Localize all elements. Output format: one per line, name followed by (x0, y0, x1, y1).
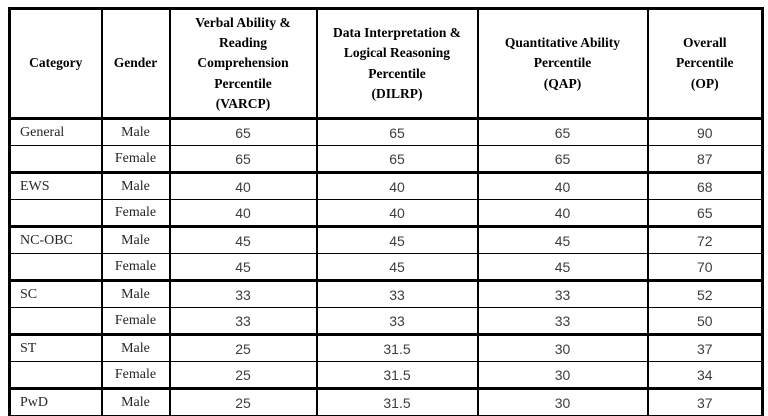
op-cell: 52 (646, 279, 763, 308)
gender-cell: Female (100, 253, 170, 281)
dilrp-cell: 65 (315, 117, 478, 146)
header-qap: Quantitative Ability Percentile (QAP) (476, 8, 648, 120)
header-gender: Gender (100, 8, 170, 120)
cutoff-table: Category Gender Verbal Ability & Reading… (8, 7, 764, 416)
qap-cell: 33 (476, 307, 648, 335)
table-row: Female 33 33 33 50 (9, 307, 763, 335)
category-cell: ST (9, 333, 102, 362)
op-cell: 65 (646, 199, 763, 227)
category-cell (9, 307, 102, 335)
gender-cell: Female (100, 361, 170, 389)
qap-cell: 33 (476, 279, 648, 308)
gender-cell: Male (100, 117, 170, 146)
category-cell (9, 253, 102, 281)
qap-cell: 40 (476, 171, 648, 200)
varcp-cell: 65 (168, 117, 317, 146)
dilrp-cell: 65 (315, 145, 478, 173)
op-cell: 72 (646, 225, 763, 254)
varcp-cell: 25 (168, 387, 317, 416)
dilrp-cell: 31.5 (315, 387, 478, 416)
qap-cell: 45 (476, 225, 648, 254)
dilrp-cell: 40 (315, 171, 478, 200)
qap-cell: 45 (476, 253, 648, 281)
op-cell: 34 (646, 361, 763, 389)
op-cell: 68 (646, 171, 763, 200)
table-row: Female 40 40 40 65 (9, 199, 763, 227)
qap-cell: 30 (476, 361, 648, 389)
table-row: Female 65 65 65 87 (9, 145, 763, 173)
table-row: General Male 65 65 65 90 (9, 117, 763, 146)
table-row: ST Male 25 31.5 30 37 (9, 333, 763, 362)
gender-cell: Male (100, 279, 170, 308)
dilrp-cell: 31.5 (315, 361, 478, 389)
header-row: Category Gender Verbal Ability & Reading… (9, 8, 763, 120)
gender-cell: Male (100, 225, 170, 254)
gender-cell: Male (100, 387, 170, 416)
gender-cell: Female (100, 307, 170, 335)
category-cell: EWS (9, 171, 102, 200)
dilrp-cell: 45 (315, 225, 478, 254)
op-cell: 70 (646, 253, 763, 281)
dilrp-cell: 33 (315, 279, 478, 308)
op-cell: 90 (646, 117, 763, 146)
gender-cell: Female (100, 145, 170, 173)
varcp-cell: 65 (168, 145, 317, 173)
table-row: NC-OBC Male 45 45 45 72 (9, 225, 763, 254)
table-row: SC Male 33 33 33 52 (9, 279, 763, 308)
varcp-cell: 40 (168, 171, 317, 200)
op-cell: 87 (646, 145, 763, 173)
category-cell: SC (9, 279, 102, 308)
table-row: EWS Male 40 40 40 68 (9, 171, 763, 200)
header-dilrp: Data Interpretation & Logical Reasoning … (315, 8, 478, 120)
category-cell: PwD (9, 387, 102, 416)
table-row: Female 25 31.5 30 34 (9, 361, 763, 389)
varcp-cell: 33 (168, 279, 317, 308)
dilrp-cell: 45 (315, 253, 478, 281)
header-op: Overall Percentile (OP) (646, 8, 763, 120)
dilrp-cell: 40 (315, 199, 478, 227)
category-cell: NC-OBC (9, 225, 102, 254)
qap-cell: 30 (476, 333, 648, 362)
varcp-cell: 40 (168, 199, 317, 227)
varcp-cell: 45 (168, 225, 317, 254)
varcp-cell: 25 (168, 333, 317, 362)
op-cell: 37 (646, 387, 763, 416)
dilrp-cell: 31.5 (315, 333, 478, 362)
varcp-cell: 33 (168, 307, 317, 335)
gender-cell: Male (100, 333, 170, 362)
qap-cell: 30 (476, 387, 648, 416)
qap-cell: 65 (476, 117, 648, 146)
dilrp-cell: 33 (315, 307, 478, 335)
qap-cell: 40 (476, 199, 648, 227)
category-cell: General (9, 117, 102, 146)
op-cell: 37 (646, 333, 763, 362)
category-cell (9, 361, 102, 389)
header-category: Category (9, 8, 102, 120)
op-cell: 50 (646, 307, 763, 335)
table-row: PwD Male 25 31.5 30 37 (9, 387, 763, 416)
category-cell (9, 145, 102, 173)
table-row: Female 45 45 45 70 (9, 253, 763, 281)
varcp-cell: 45 (168, 253, 317, 281)
category-cell (9, 199, 102, 227)
varcp-cell: 25 (168, 361, 317, 389)
gender-cell: Male (100, 171, 170, 200)
gender-cell: Female (100, 199, 170, 227)
header-varcp: Verbal Ability & Reading Comprehension P… (168, 8, 317, 120)
qap-cell: 65 (476, 145, 648, 173)
